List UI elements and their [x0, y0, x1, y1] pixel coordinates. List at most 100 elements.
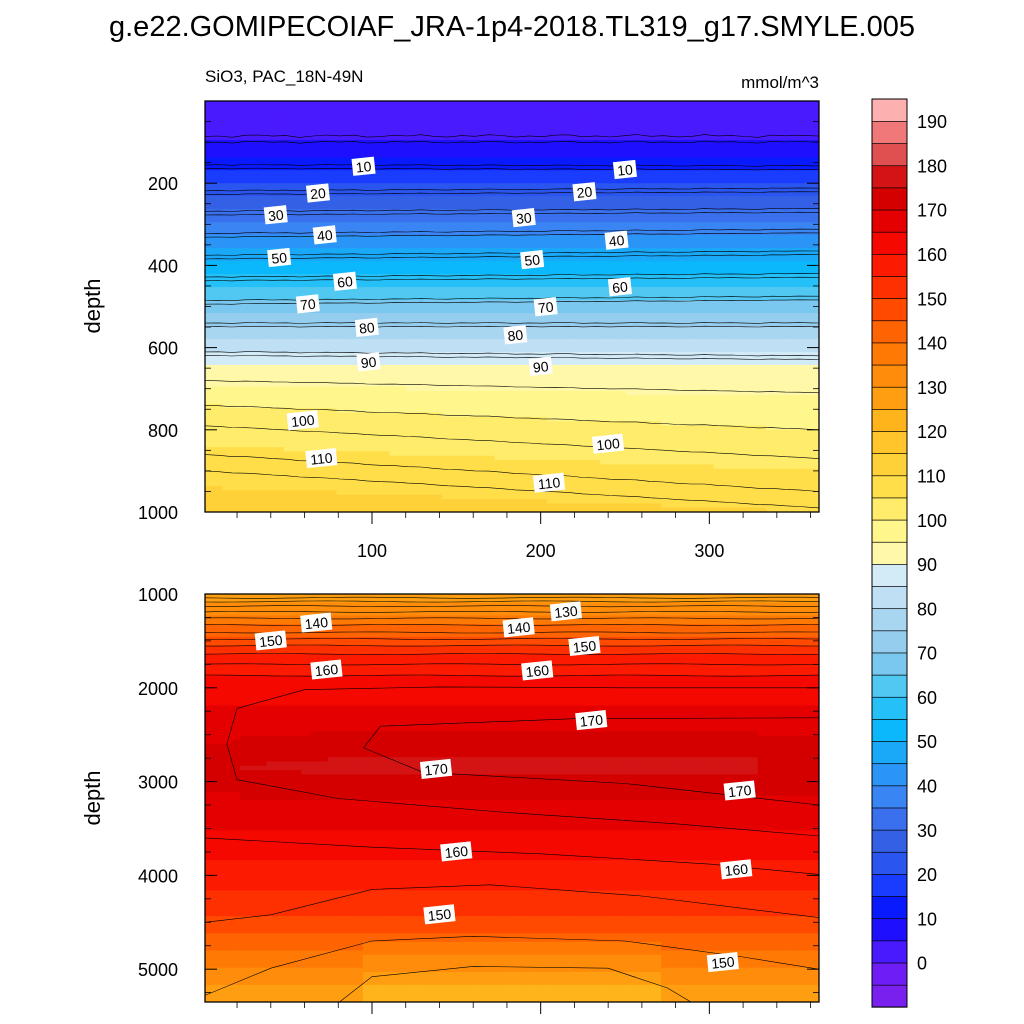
upper-panel-fill-cell: [336, 507, 346, 512]
upper-panel-fill-cell: [327, 343, 338, 349]
upper-panel-fill-cell: [362, 455, 373, 461]
upper-panel-fill-cell: [205, 204, 215, 210]
upper-panel-fill-cell: [433, 265, 443, 271]
upper-panel-fill-cell: [582, 481, 592, 487]
upper-panel-fill-cell: [301, 464, 311, 470]
upper-panel-fill-cell: [424, 321, 434, 327]
upper-panel-fill-cell: [450, 490, 460, 496]
upper-panel-fill-cell: [520, 135, 531, 141]
upper-panel-fill-cell: [310, 278, 320, 284]
upper-panel-fill-cell: [354, 174, 364, 180]
upper-panel-fill-cell: [275, 455, 285, 461]
upper-panel-fill-cell: [643, 196, 653, 202]
upper-panel-fill-cell: [450, 312, 460, 318]
upper-panel-fill-cell: [494, 152, 504, 158]
upper-panel-fill-cell: [415, 226, 425, 232]
upper-panel-fill-cell: [362, 507, 373, 512]
upper-panel-fill-cell: [310, 438, 320, 444]
upper-panel-fill-cell: [336, 455, 346, 461]
upper-panel-fill-cell: [476, 438, 487, 444]
upper-panel-fill-cell: [450, 135, 460, 141]
upper-panel-fill-cell: [643, 438, 653, 444]
upper-panel-fill-cell: [380, 170, 390, 176]
upper-panel-fill-cell: [319, 113, 329, 119]
upper-panel-fill-cell: [582, 334, 592, 340]
upper-panel-fill-cell: [292, 126, 303, 132]
upper-panel-fill-cell: [231, 477, 241, 483]
upper-panel-fill-cell: [476, 338, 487, 344]
upper-panel-fill-cell: [564, 425, 574, 431]
upper-panel-fill-cell: [415, 386, 425, 392]
upper-panel-fill-cell: [275, 364, 285, 370]
upper-panel-fill-cell: [582, 377, 592, 383]
upper-panel-fill-cell: [643, 122, 653, 128]
upper-panel-fill-cell: [397, 455, 408, 461]
upper-panel-fill-cell: [240, 438, 250, 444]
upper-panel-fill-cell: [231, 382, 241, 388]
upper-panel-fill-cell: [441, 399, 452, 405]
upper-panel-fill-cell: [327, 507, 338, 512]
upper-panel-fill-cell: [397, 369, 408, 375]
upper-panel-fill-cell: [240, 265, 250, 271]
upper-panel-fill-cell: [503, 499, 513, 504]
upper-panel-fill-cell: [213, 135, 224, 141]
upper-panel-fill-cell: [643, 126, 653, 132]
upper-panel-fill-cell: [327, 399, 338, 405]
upper-panel-fill-cell: [371, 178, 382, 184]
upper-panel-fill-cell: [415, 183, 425, 189]
upper-panel-fill-cell: [406, 217, 417, 223]
upper-panel-fill-cell: [608, 330, 618, 336]
upper-panel-fill-cell: [529, 503, 539, 509]
upper-panel-fill-cell: [468, 157, 478, 163]
upper-panel-fill-cell: [248, 152, 259, 158]
upper-panel-fill-cell: [503, 300, 513, 305]
upper-panel-fill-cell: [371, 226, 382, 232]
upper-panel-fill-cell: [222, 174, 232, 180]
upper-panel-fill-cell: [336, 373, 346, 379]
upper-panel-fill-cell: [336, 464, 346, 470]
upper-panel-fill-cell: [582, 499, 592, 504]
upper-panel-fill-cell: [345, 373, 355, 379]
upper-panel-fill-cell: [494, 356, 504, 362]
upper-panel-fill-cell: [406, 494, 417, 500]
upper-panel-fill-cell: [248, 364, 259, 370]
upper-panel-fill-cell: [485, 300, 496, 305]
upper-panel-fill-cell: [468, 304, 478, 310]
upper-panel-fill-cell: [564, 196, 574, 202]
upper-panel-fill-cell: [345, 113, 355, 119]
upper-panel-fill-cell: [468, 473, 478, 478]
upper-panel-fill-cell: [283, 113, 294, 119]
upper-panel-fill-cell: [205, 144, 215, 150]
upper-panel-fill-cell: [599, 230, 610, 236]
upper-panel-fill-cell: [476, 343, 487, 349]
upper-panel-fill-cell: [582, 330, 592, 336]
upper-panel-fill-cell: [240, 178, 250, 184]
upper-panel-fill-cell: [634, 226, 645, 232]
upper-panel-fill-cell: [476, 360, 487, 366]
upper-panel-fill-cell: [319, 499, 329, 504]
upper-panel-fill-cell: [433, 425, 443, 431]
upper-panel-fill-cell: [547, 256, 557, 262]
upper-panel-fill-cell: [424, 369, 434, 375]
upper-panel-fill-cell: [424, 213, 434, 219]
upper-panel-fill-cell: [485, 101, 496, 106]
upper-panel-fill-cell: [327, 373, 338, 379]
variable-region-label: SiO3, PAC_18N-49N: [205, 67, 363, 86]
upper-panel-fill-cell: [634, 230, 645, 236]
upper-panel-fill-cell: [266, 460, 276, 466]
upper-panel-fill-cell: [257, 174, 267, 180]
upper-panel-fill-cell: [213, 148, 224, 154]
upper-panel-fill-cell: [266, 265, 276, 271]
upper-panel-fill-cell: [231, 204, 241, 210]
upper-panel-fill-cell: [468, 395, 478, 401]
upper-panel-fill-cell: [213, 377, 224, 383]
upper-panel-fill-cell: [555, 243, 566, 249]
upper-panel-fill-cell: [389, 477, 399, 483]
upper-panel-fill-cell: [248, 494, 259, 500]
upper-panel-fill-cell: [503, 438, 513, 444]
upper-panel-fill-cell: [503, 356, 513, 362]
upper-panel-fill-cell: [608, 429, 618, 435]
upper-panel-fill-cell: [301, 222, 311, 228]
upper-panel-fill-cell: [494, 243, 504, 249]
upper-panel-fill-cell: [205, 196, 215, 202]
